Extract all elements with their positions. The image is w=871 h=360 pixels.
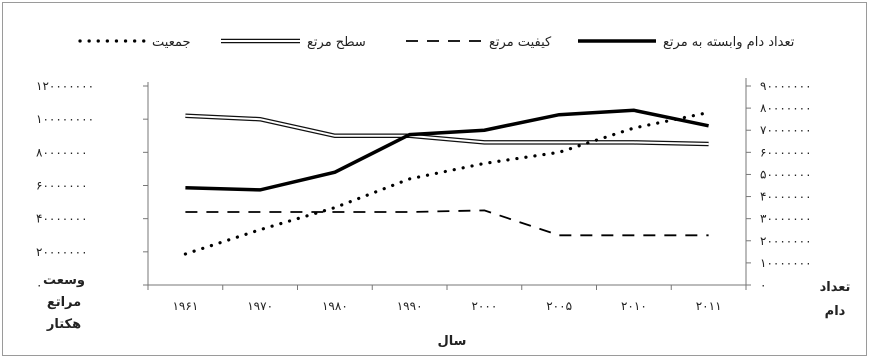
x-tick-label: ۱۹۷۰ (247, 299, 273, 313)
axes: ۰ ۲۰۰۰۰۰۰۰ ۴۰۰۰۰۰۰۰ ۶۰۰۰۰۰۰۰ ۸۰۰۰۰۰۰۰ ۱۰۰۰۰۰۰… (36, 78, 850, 349)
legend-label: تعداد دام وابسته به مرتع (663, 35, 795, 50)
series-line-double-inner (185, 114, 709, 145)
x-axis-title: سال (438, 334, 467, 349)
x-tick-label: ۲۰۰۰ (471, 299, 497, 313)
right-tick-label: ۱۰۰۰۰۰۰۰ (760, 256, 812, 270)
right-tick-label: ۳۰۰۰۰۰۰۰ (760, 212, 812, 226)
left-tick-label: ۱۲۰۰۰۰۰۰۰ (36, 79, 94, 93)
right-tick-label: ۷۰۰۰۰۰۰۰ (760, 123, 812, 137)
left-tick-label: ۸۰۰۰۰۰۰۰ (36, 145, 88, 159)
chart-frame (2, 2, 867, 356)
x-tick-label: ۱۹۹۰ (397, 299, 423, 313)
left-tick-label: ۴۰۰۰۰۰۰۰ (36, 212, 88, 226)
series-line-dotted (183, 110, 711, 256)
series-layer (183, 108, 711, 256)
right-tick-label: ۴۰۰۰۰۰۰۰ (760, 190, 812, 204)
legend: تعداد دام وابسته به مرتع کیفیت مرتع سطح مر… (78, 35, 795, 50)
left-tick-label: ۲۰۰۰۰۰۰۰ (36, 245, 88, 259)
right-axis-title: تعداد (820, 280, 851, 295)
right-axis-title: دام (825, 304, 846, 319)
series-line-thick (185, 108, 709, 192)
series-line-dashed (185, 209, 709, 237)
legend-label: سطح مرتع (307, 35, 366, 50)
x-tick-label: ۱۹۶۱ (172, 299, 198, 313)
right-tick-label: ۲۰۰۰۰۰۰۰ (760, 234, 812, 248)
x-tick-label: ۲۰۱۰ (621, 299, 647, 313)
right-tick-label: ۸۰۰۰۰۰۰۰ (760, 101, 812, 115)
left-tick-label: ۱۰۰۰۰۰۰۰۰ (36, 112, 94, 126)
left-axis-title: وسعت (43, 273, 85, 288)
x-tick-label: ۲۰۱۱ (696, 299, 722, 313)
left-tick-label: ۶۰۰۰۰۰۰۰ (36, 179, 88, 193)
legend-label: کیفیت مرتع (489, 35, 552, 50)
left-tick-label: ۰ (36, 278, 42, 292)
x-tick-label: ۱۹۸۰ (322, 299, 348, 313)
right-tick-label: ۰ (760, 278, 766, 292)
right-tick-label: ۵۰۰۰۰۰۰۰ (760, 167, 812, 181)
right-tick-label: ۶۰۰۰۰۰۰۰ (760, 145, 812, 159)
left-axis-title: هکتار (46, 317, 81, 332)
right-tick-label: ۹۰۰۰۰۰۰۰ (760, 79, 812, 93)
x-tick-label: ۲۰۰۵ (546, 299, 572, 313)
left-axis-title: مراتع (47, 295, 81, 310)
legend-label: جمعیت (152, 35, 191, 50)
